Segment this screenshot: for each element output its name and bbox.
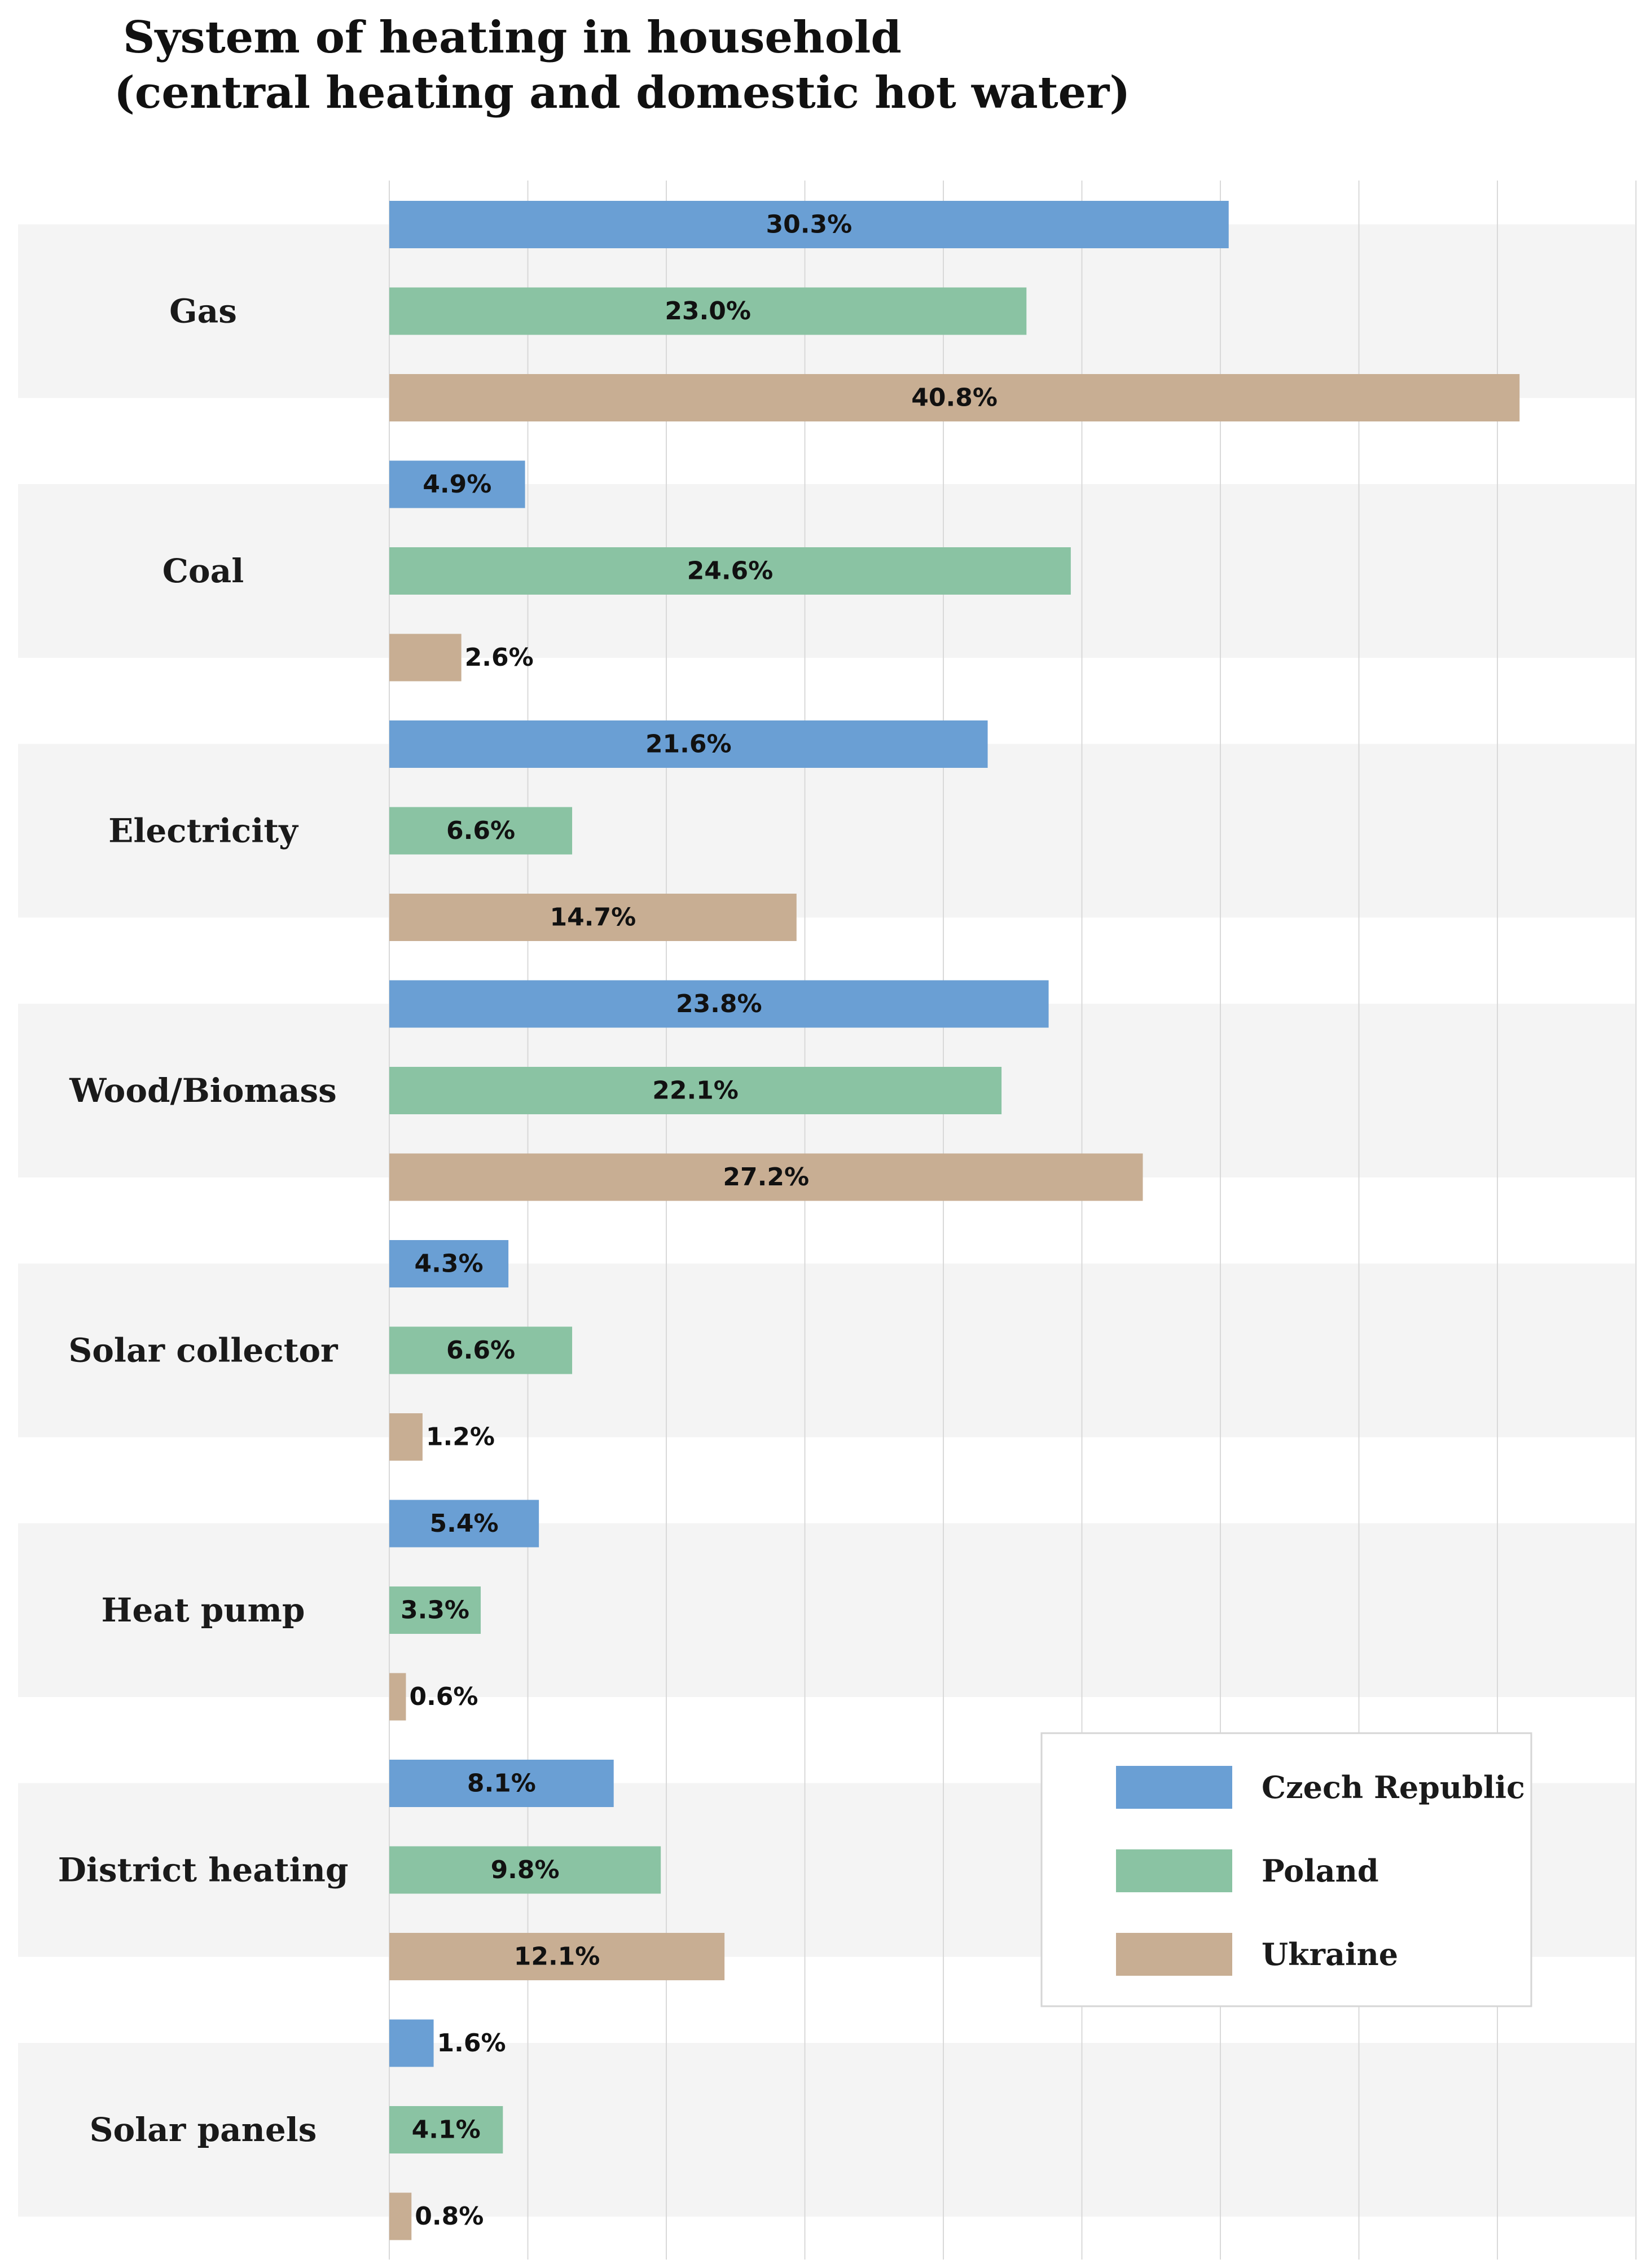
chart-title-line-1: System of heating in household <box>123 12 902 63</box>
bar <box>389 1326 573 1374</box>
data-label: 23.8% <box>676 990 762 1018</box>
data-label: 21.6% <box>645 730 732 759</box>
data-label: 9.8% <box>491 1856 560 1884</box>
bar <box>389 980 1049 1028</box>
category-band <box>18 744 1635 918</box>
bar <box>389 894 797 941</box>
category-label: Solar panels <box>90 2111 317 2149</box>
data-label: 8.1% <box>467 1769 536 1798</box>
bar <box>389 1586 481 1634</box>
data-label: 30.3% <box>766 210 853 239</box>
bar <box>389 547 1071 595</box>
data-label: 3.3% <box>401 1596 469 1625</box>
legend-swatch <box>1116 1933 1232 1976</box>
data-label: 5.4% <box>430 1509 499 1538</box>
data-label: 0.6% <box>409 1682 478 1711</box>
bar <box>389 1933 725 1980</box>
bar <box>389 201 1229 248</box>
bar <box>389 1153 1143 1201</box>
legend-label: Poland <box>1262 1853 1379 1889</box>
category-label: Electricity <box>108 812 299 850</box>
data-label: 12.1% <box>514 1942 600 1971</box>
data-label: 1.6% <box>437 2029 506 2058</box>
bar <box>389 1067 1002 1114</box>
category-label: District heating <box>58 1851 349 1889</box>
category-band <box>18 1263 1635 1438</box>
chart-title: System of heating in household (central … <box>114 10 1130 121</box>
data-label: 6.6% <box>446 816 515 845</box>
bar <box>389 1413 423 1461</box>
bar <box>389 460 525 508</box>
data-label: 23.0% <box>665 297 751 326</box>
bar <box>389 1500 539 1548</box>
legend-label: Czech Republic <box>1262 1769 1525 1805</box>
data-label: 22.1% <box>652 1076 739 1105</box>
data-label: 4.1% <box>412 2116 481 2144</box>
bar <box>389 720 988 768</box>
bar <box>389 287 1027 335</box>
data-label: 24.6% <box>687 557 774 586</box>
bar <box>389 807 573 855</box>
legend-swatch <box>1116 1849 1232 1892</box>
legend-swatch <box>1116 1766 1232 1809</box>
category-band <box>18 2043 1635 2217</box>
data-label: 6.6% <box>446 1336 515 1365</box>
data-label: 4.3% <box>415 1250 484 1278</box>
category-label: Solar collector <box>68 1331 339 1370</box>
legend-label: Ukraine <box>1262 1936 1398 1972</box>
bar <box>389 1240 509 1287</box>
category-label: Heat pump <box>102 1591 305 1629</box>
bar <box>389 1760 614 1807</box>
bar <box>389 2019 434 2067</box>
bar <box>389 1673 406 1721</box>
bar <box>389 2192 412 2240</box>
category-label: Wood/Biomass <box>69 1071 337 1110</box>
data-label: 27.2% <box>723 1163 809 1192</box>
category-band <box>18 1523 1635 1697</box>
data-label: 14.7% <box>550 903 636 932</box>
data-label: 4.9% <box>423 470 491 499</box>
data-label: 1.2% <box>426 1423 495 1452</box>
data-label: 40.8% <box>911 384 998 412</box>
bar <box>389 1846 661 1894</box>
data-label: 0.8% <box>415 2202 484 2231</box>
category-label: Gas <box>169 292 237 331</box>
chart-title-line-2: (central heating and domestic hot water) <box>114 67 1131 118</box>
bar <box>389 634 462 682</box>
category-label: Coal <box>162 552 244 590</box>
bar <box>389 2106 503 2153</box>
bar <box>389 374 1520 421</box>
data-label: 2.6% <box>465 643 534 672</box>
